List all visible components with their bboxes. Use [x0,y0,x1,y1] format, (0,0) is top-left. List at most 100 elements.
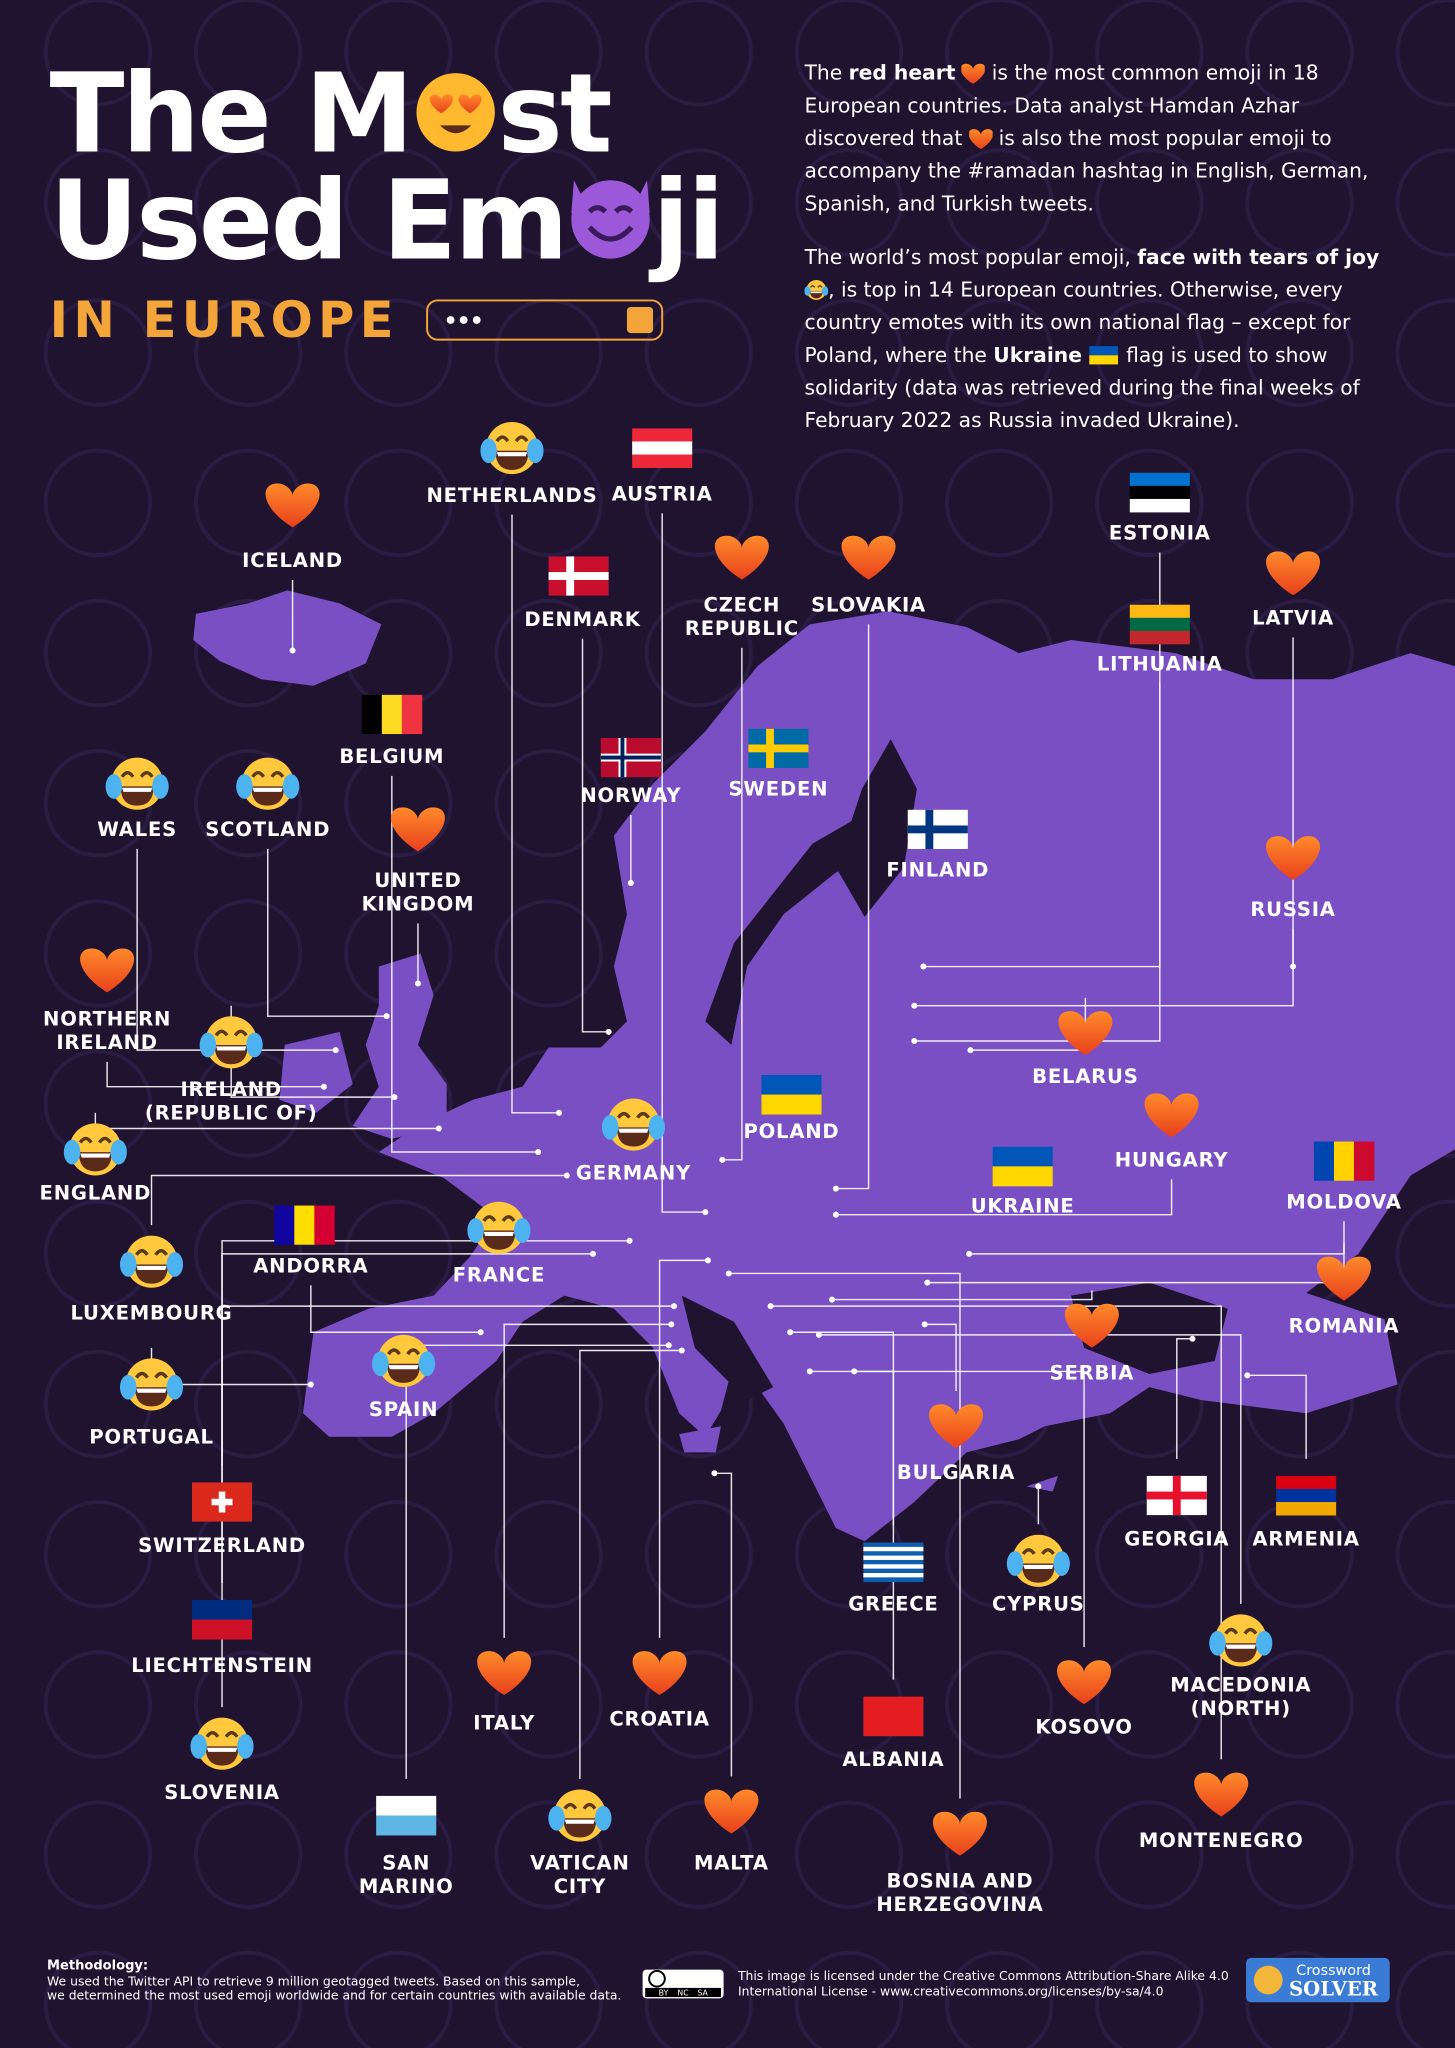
joy-emoji [119,1235,184,1288]
eye [134,1249,149,1256]
country: HUNGARY [1115,1093,1228,1172]
flag-emoji [361,694,423,735]
country-name: GERMANY [576,1162,691,1185]
country-name: SWITZERLAND [138,1534,306,1557]
pattern-face [944,148,1054,257]
location-dot [920,963,927,970]
heart-emoji [265,483,320,528]
country-name: ANDORRA [253,1254,368,1277]
flag-stripe [863,1542,924,1548]
country-name: WALES [97,818,177,841]
location-dot [665,1342,672,1349]
country: POLAND [744,1074,839,1143]
eye [78,1136,93,1144]
tear [246,1032,263,1058]
tear [648,1114,666,1140]
flag-emoji [761,1074,822,1115]
country: AUSTRIA [612,428,712,506]
heart-emoji [929,1404,984,1449]
teeth [1023,1564,1054,1570]
joy-emoji [236,757,300,810]
country-name: DENMARK [524,608,640,631]
location-dot [806,1368,813,1375]
pattern-face [344,148,453,257]
eye [270,771,285,778]
country: GREECE [848,1542,938,1616]
heart-emoji [477,1651,532,1696]
country-name: SWEDEN [729,778,829,801]
location-dot [967,1047,974,1054]
title: Used Em [50,157,566,285]
tear [190,1734,207,1759]
mouth [587,225,634,242]
inline-emoji [968,129,993,149]
country-name: BOSNIA AND [887,1870,1034,1893]
eye [205,1731,220,1738]
location-dot [1290,963,1297,970]
pattern-face [1395,1650,1455,1759]
pattern-face [344,448,453,558]
pattern-face [344,1500,453,1609]
location-dot [832,1185,839,1192]
location-dot [704,1257,711,1264]
pattern-face [193,0,303,107]
flag-emoji [1313,1141,1375,1181]
tear [467,1218,484,1243]
teeth [136,1388,167,1393]
heart-emoji [1194,1772,1249,1817]
intro-paragraph: The red heart is the most common emoji i… [805,57,1380,220]
pattern-face [794,0,904,107]
country-name: ALBANIA [842,1748,944,1771]
pattern-face [644,298,753,407]
eye [810,285,816,288]
flag-stripe [1333,1141,1355,1181]
country-name: NORWAY [580,784,681,807]
eye [224,1731,239,1738]
joy-emoji [804,280,829,300]
heart-emoji [429,94,453,114]
flag-stripe [376,1795,437,1816]
pattern-face [193,899,303,1008]
inline-emoji [804,280,829,300]
pattern-face [1245,1950,1354,2048]
intro-text: , is top in 14 European countries. Other… [804,278,1351,368]
eye [154,1371,169,1379]
teeth [206,1747,238,1752]
eye [501,1215,516,1222]
location-dot [911,1037,918,1044]
eye [1224,1627,1239,1635]
flag-stripe [761,1074,822,1095]
country: BELGIUM [339,694,444,768]
country-name: SAN [382,1851,430,1874]
country-name: CITY [554,1875,606,1898]
country: ROMANIA [1289,1256,1400,1338]
pattern-face [193,1349,303,1459]
flag-emoji [600,737,661,778]
pattern-face [1395,298,1455,407]
heart-emoji [968,129,993,149]
flag-emoji [548,556,609,596]
pattern-face [494,1500,603,1609]
flag-stripe [632,454,693,468]
joy-emoji [480,421,544,475]
leader-line [809,1370,1085,1648]
country-name: KINGDOM [362,893,475,916]
tear [152,774,169,799]
flag-stripe [191,1619,253,1640]
country: SLOVENIA [164,1717,279,1804]
pattern-face [344,1950,453,2048]
intro-paragraph: The world’s most popular emoji, face wit… [804,242,1380,438]
country: SWITZERLAND [138,1482,306,1557]
country-name: (NORTH) [1191,1697,1291,1720]
country-name: ROMANIA [1289,1315,1400,1338]
location-dot [678,1347,685,1354]
logo-text: SOLVER [1289,1978,1379,2001]
joy-emoji [119,1358,184,1411]
pattern-face [1395,148,1455,257]
pattern-face [193,148,303,257]
location-dot [383,1013,390,1020]
teeth [122,787,153,792]
